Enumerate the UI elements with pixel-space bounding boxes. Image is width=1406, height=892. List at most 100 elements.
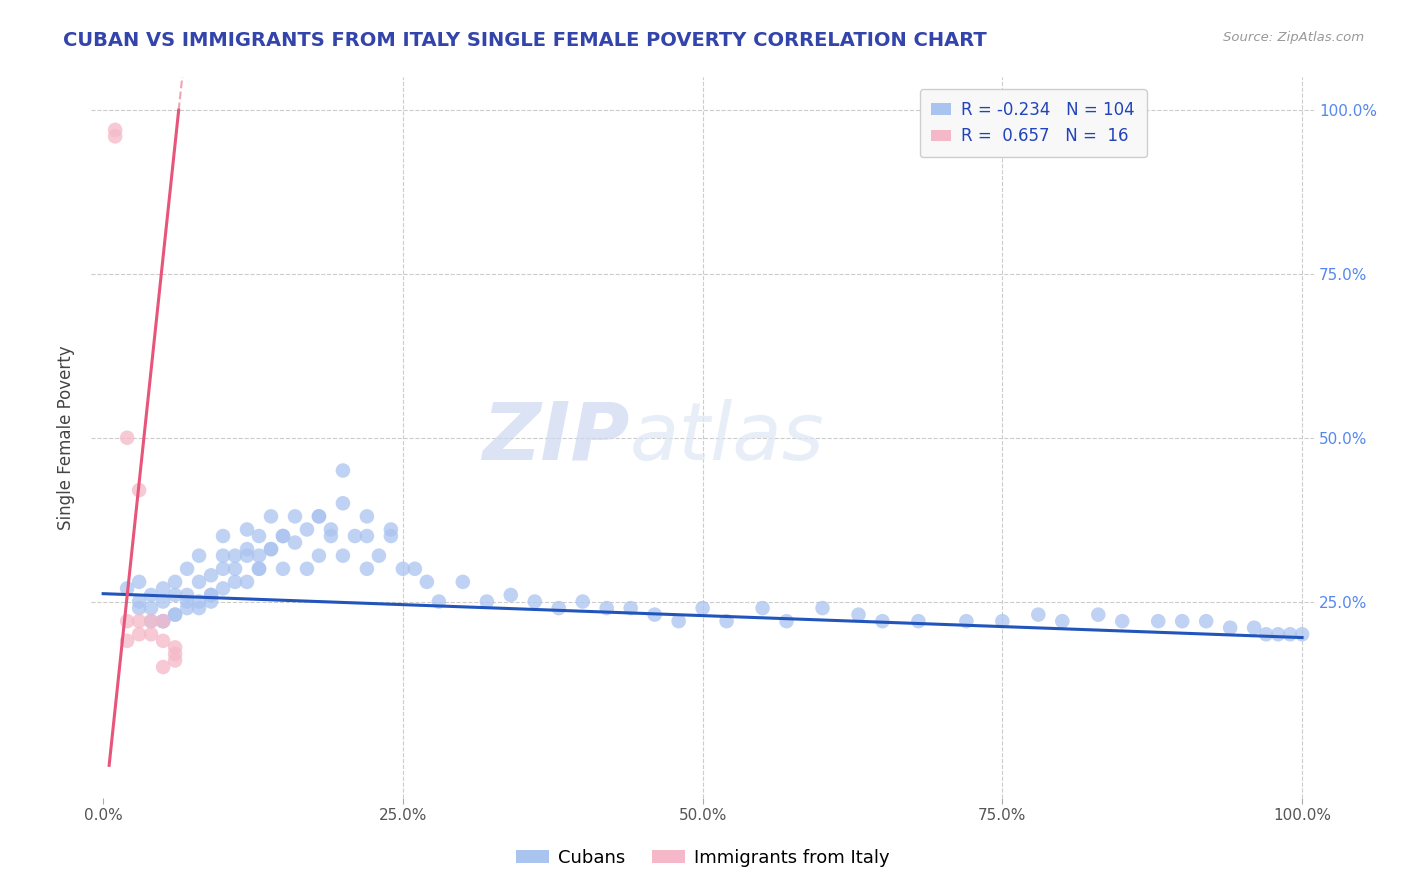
Point bbox=[271, 562, 294, 576]
Point bbox=[1052, 614, 1074, 628]
Point bbox=[247, 549, 270, 563]
Point bbox=[188, 601, 211, 615]
Point bbox=[152, 614, 174, 628]
Point bbox=[775, 614, 797, 628]
Point bbox=[165, 647, 187, 661]
Point bbox=[332, 496, 354, 510]
Point bbox=[165, 653, 187, 667]
Legend: Cubans, Immigrants from Italy: Cubans, Immigrants from Italy bbox=[509, 842, 897, 874]
Point bbox=[224, 574, 246, 589]
Point bbox=[260, 542, 283, 557]
Point bbox=[236, 542, 259, 557]
Point bbox=[188, 574, 211, 589]
Legend: R = -0.234   N = 104, R =  0.657   N =  16: R = -0.234 N = 104, R = 0.657 N = 16 bbox=[920, 89, 1147, 157]
Point bbox=[224, 549, 246, 563]
Point bbox=[165, 607, 187, 622]
Point bbox=[1267, 627, 1289, 641]
Point bbox=[1171, 614, 1194, 628]
Point bbox=[128, 483, 150, 498]
Point bbox=[176, 601, 198, 615]
Point bbox=[128, 594, 150, 608]
Point bbox=[380, 529, 402, 543]
Point bbox=[271, 529, 294, 543]
Point bbox=[332, 549, 354, 563]
Point bbox=[319, 529, 342, 543]
Point bbox=[284, 509, 307, 524]
Point bbox=[392, 562, 415, 576]
Point bbox=[128, 614, 150, 628]
Point bbox=[1111, 614, 1133, 628]
Point bbox=[212, 549, 235, 563]
Point bbox=[620, 601, 643, 615]
Point bbox=[1087, 607, 1109, 622]
Point bbox=[152, 614, 174, 628]
Point bbox=[716, 614, 738, 628]
Text: CUBAN VS IMMIGRANTS FROM ITALY SINGLE FEMALE POVERTY CORRELATION CHART: CUBAN VS IMMIGRANTS FROM ITALY SINGLE FE… bbox=[63, 31, 987, 50]
Point bbox=[596, 601, 619, 615]
Point bbox=[115, 633, 138, 648]
Point bbox=[200, 588, 222, 602]
Point bbox=[668, 614, 690, 628]
Point bbox=[236, 523, 259, 537]
Point bbox=[247, 562, 270, 576]
Point bbox=[200, 568, 222, 582]
Point bbox=[1279, 627, 1302, 641]
Point bbox=[343, 529, 366, 543]
Point bbox=[427, 594, 450, 608]
Point bbox=[991, 614, 1014, 628]
Point bbox=[644, 607, 666, 622]
Point bbox=[907, 614, 929, 628]
Point bbox=[811, 601, 834, 615]
Point bbox=[188, 549, 211, 563]
Point bbox=[1219, 621, 1241, 635]
Point bbox=[200, 594, 222, 608]
Point bbox=[139, 614, 162, 628]
Point bbox=[104, 123, 127, 137]
Point bbox=[176, 588, 198, 602]
Point bbox=[176, 562, 198, 576]
Point bbox=[165, 607, 187, 622]
Point bbox=[955, 614, 977, 628]
Point bbox=[139, 614, 162, 628]
Point bbox=[571, 594, 593, 608]
Point bbox=[295, 523, 318, 537]
Point bbox=[115, 614, 138, 628]
Point bbox=[416, 574, 439, 589]
Point bbox=[152, 614, 174, 628]
Point bbox=[547, 601, 569, 615]
Point bbox=[475, 594, 498, 608]
Point bbox=[1256, 627, 1278, 641]
Point bbox=[139, 588, 162, 602]
Text: Source: ZipAtlas.com: Source: ZipAtlas.com bbox=[1223, 31, 1364, 45]
Point bbox=[212, 562, 235, 576]
Point bbox=[188, 594, 211, 608]
Point bbox=[165, 588, 187, 602]
Point bbox=[260, 509, 283, 524]
Point bbox=[200, 588, 222, 602]
Y-axis label: Single Female Poverty: Single Female Poverty bbox=[58, 345, 75, 530]
Point bbox=[152, 633, 174, 648]
Point bbox=[139, 627, 162, 641]
Point bbox=[165, 640, 187, 655]
Point bbox=[247, 529, 270, 543]
Point bbox=[332, 463, 354, 477]
Text: atlas: atlas bbox=[630, 399, 824, 476]
Point bbox=[236, 574, 259, 589]
Point bbox=[176, 594, 198, 608]
Point bbox=[152, 594, 174, 608]
Point bbox=[319, 523, 342, 537]
Point bbox=[165, 574, 187, 589]
Point bbox=[104, 129, 127, 144]
Text: ZIP: ZIP bbox=[482, 399, 630, 476]
Point bbox=[308, 509, 330, 524]
Point bbox=[523, 594, 546, 608]
Point bbox=[128, 601, 150, 615]
Point bbox=[1291, 627, 1313, 641]
Point bbox=[1195, 614, 1218, 628]
Point bbox=[236, 549, 259, 563]
Point bbox=[271, 529, 294, 543]
Point bbox=[139, 601, 162, 615]
Point bbox=[115, 431, 138, 445]
Point bbox=[308, 549, 330, 563]
Point bbox=[692, 601, 714, 615]
